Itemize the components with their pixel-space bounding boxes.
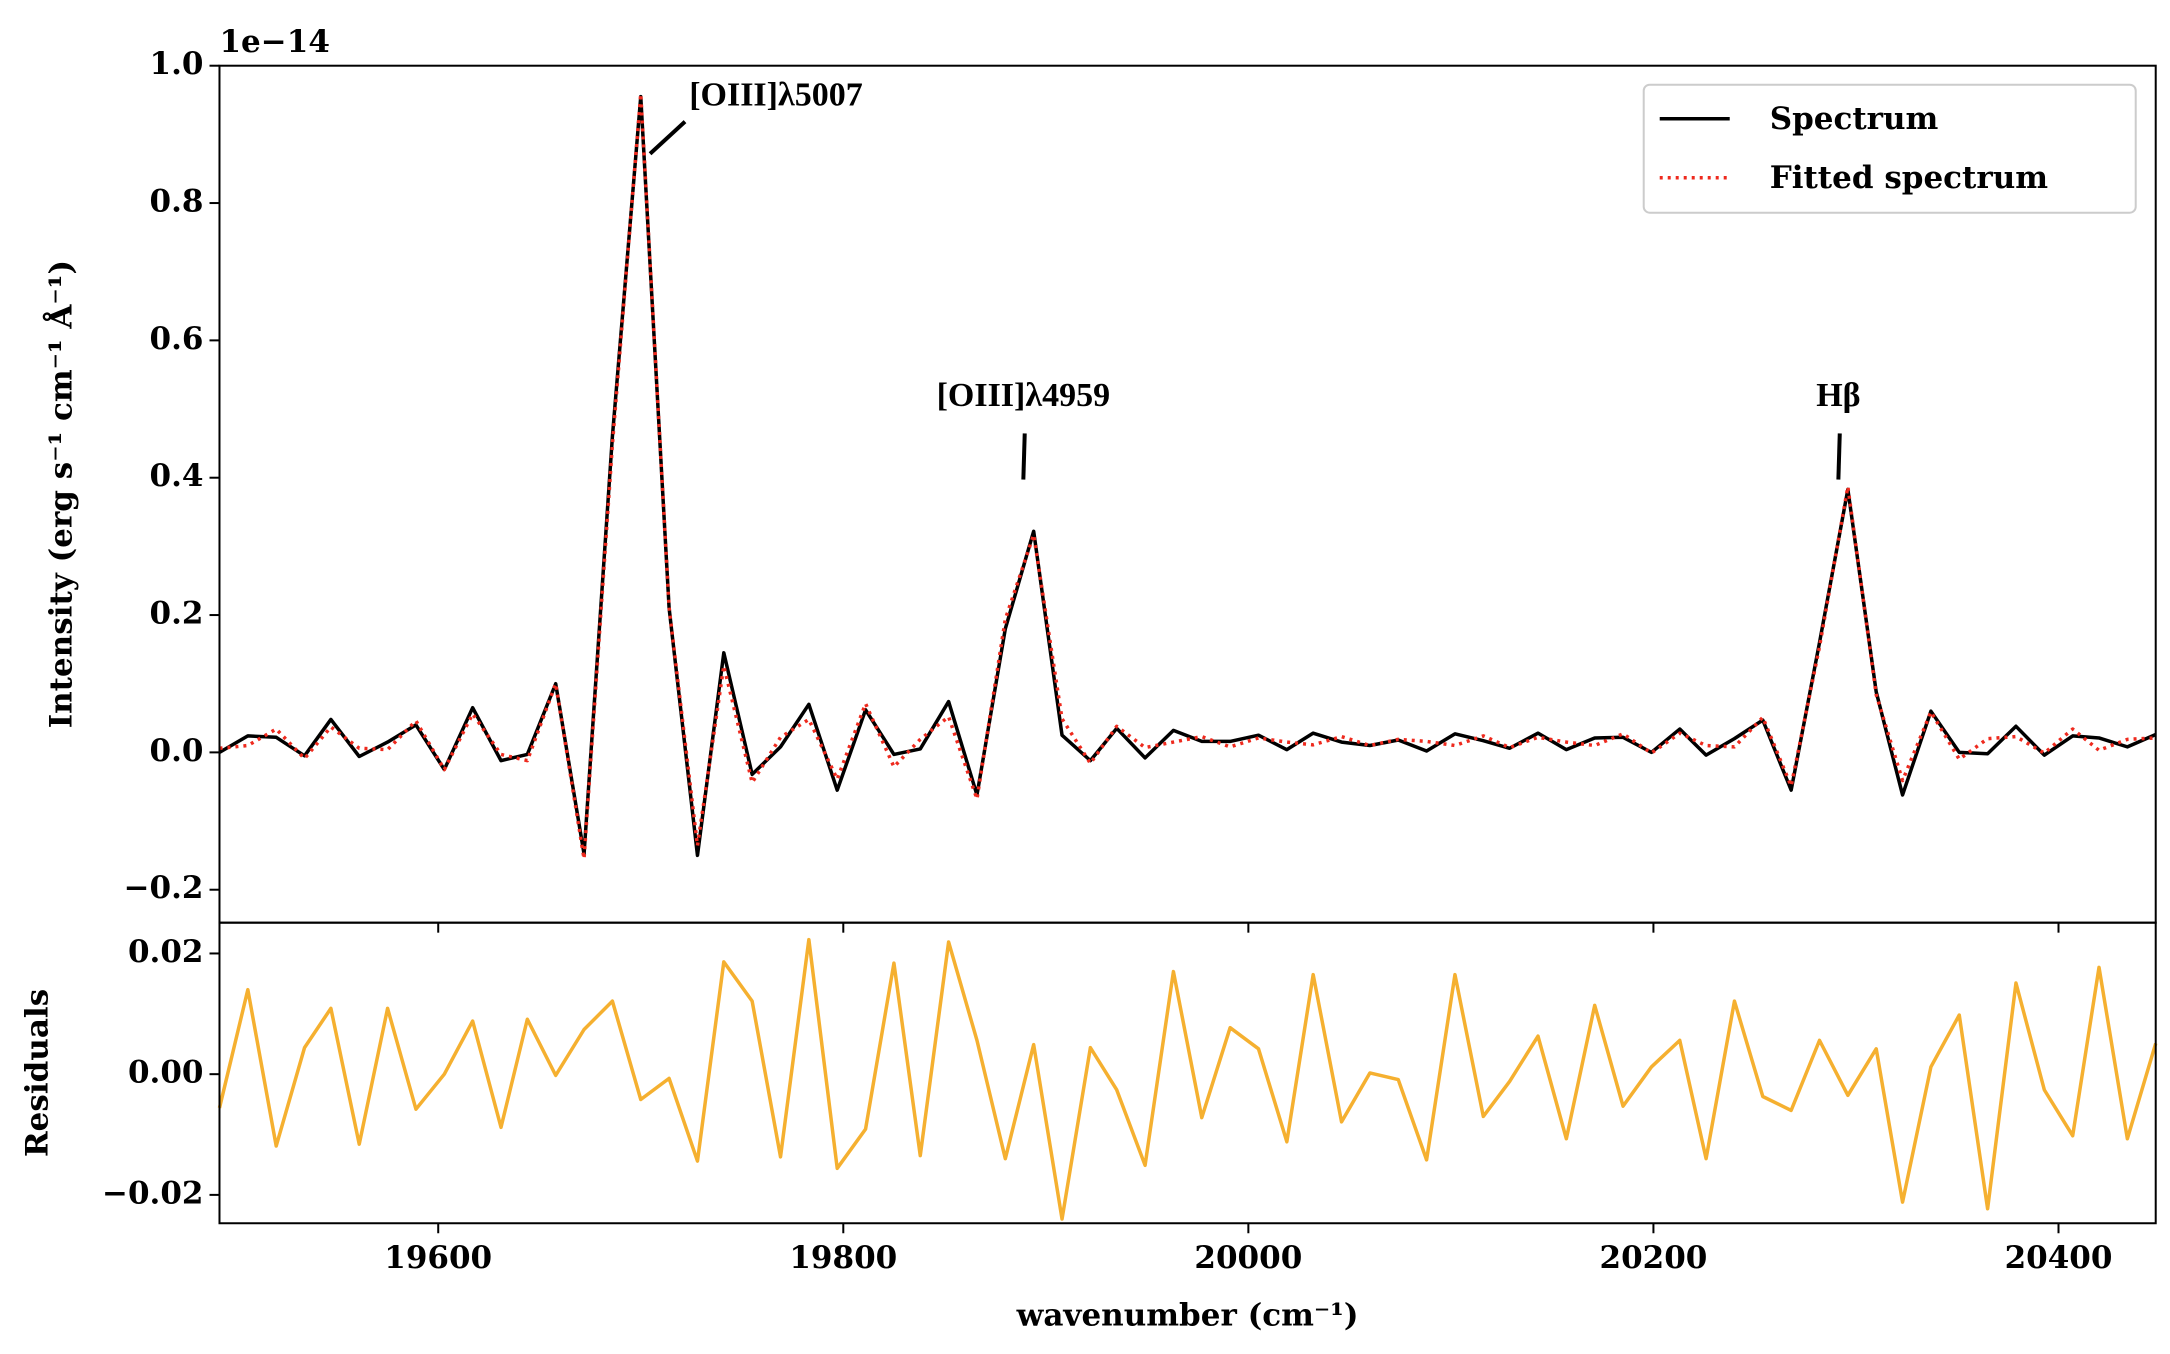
annotation-pointer [1836, 433, 1842, 480]
series-line [217, 937, 2158, 1221]
series-line [219, 92, 2156, 861]
annotation-pointer [1021, 433, 1027, 480]
y-tick-label: 1.0 [150, 46, 204, 82]
legend-label: Fitted spectrum [1770, 160, 2049, 196]
y-tick-label: 0.2 [150, 596, 204, 632]
annotation: [OIII]λ5007 [689, 77, 863, 114]
y-tick-label: 0.6 [150, 321, 204, 357]
y-tick-label: −0.2 [124, 870, 204, 906]
legend-box [1642, 83, 2137, 214]
annotation-pointer [648, 120, 687, 156]
annotation: Hβ [1816, 377, 1860, 414]
x-tick-label: 19600 [384, 1240, 492, 1276]
legend-label: Spectrum [1770, 101, 1939, 137]
x-tick-label: 20200 [1600, 1240, 1708, 1276]
x-axis-label: wavenumber (cm⁻¹) [1016, 1297, 1359, 1333]
x-tick-label: 20400 [2005, 1240, 2113, 1276]
y-axis-label: Intensity (erg s⁻¹ cm⁻¹ Å⁻¹) [42, 260, 80, 728]
y-tick-label: 0.4 [150, 458, 204, 494]
annotation: [OIII]λ4959 [937, 377, 1111, 414]
y-tick-label: −0.02 [102, 1175, 203, 1211]
x-tick-label: 19800 [789, 1240, 897, 1276]
y-tick-label: 0.00 [128, 1055, 204, 1091]
y-tick-label: 0.0 [150, 733, 204, 769]
axes-frame [218, 921, 2157, 1225]
y-offset-label: 1e−14 [219, 24, 329, 60]
series-line [218, 94, 2157, 858]
y-axis-label: Residuals [20, 989, 56, 1157]
y-tick-label: 0.8 [150, 184, 204, 220]
x-tick-label: 20000 [1194, 1240, 1302, 1276]
y-tick-label: 0.02 [128, 934, 204, 970]
